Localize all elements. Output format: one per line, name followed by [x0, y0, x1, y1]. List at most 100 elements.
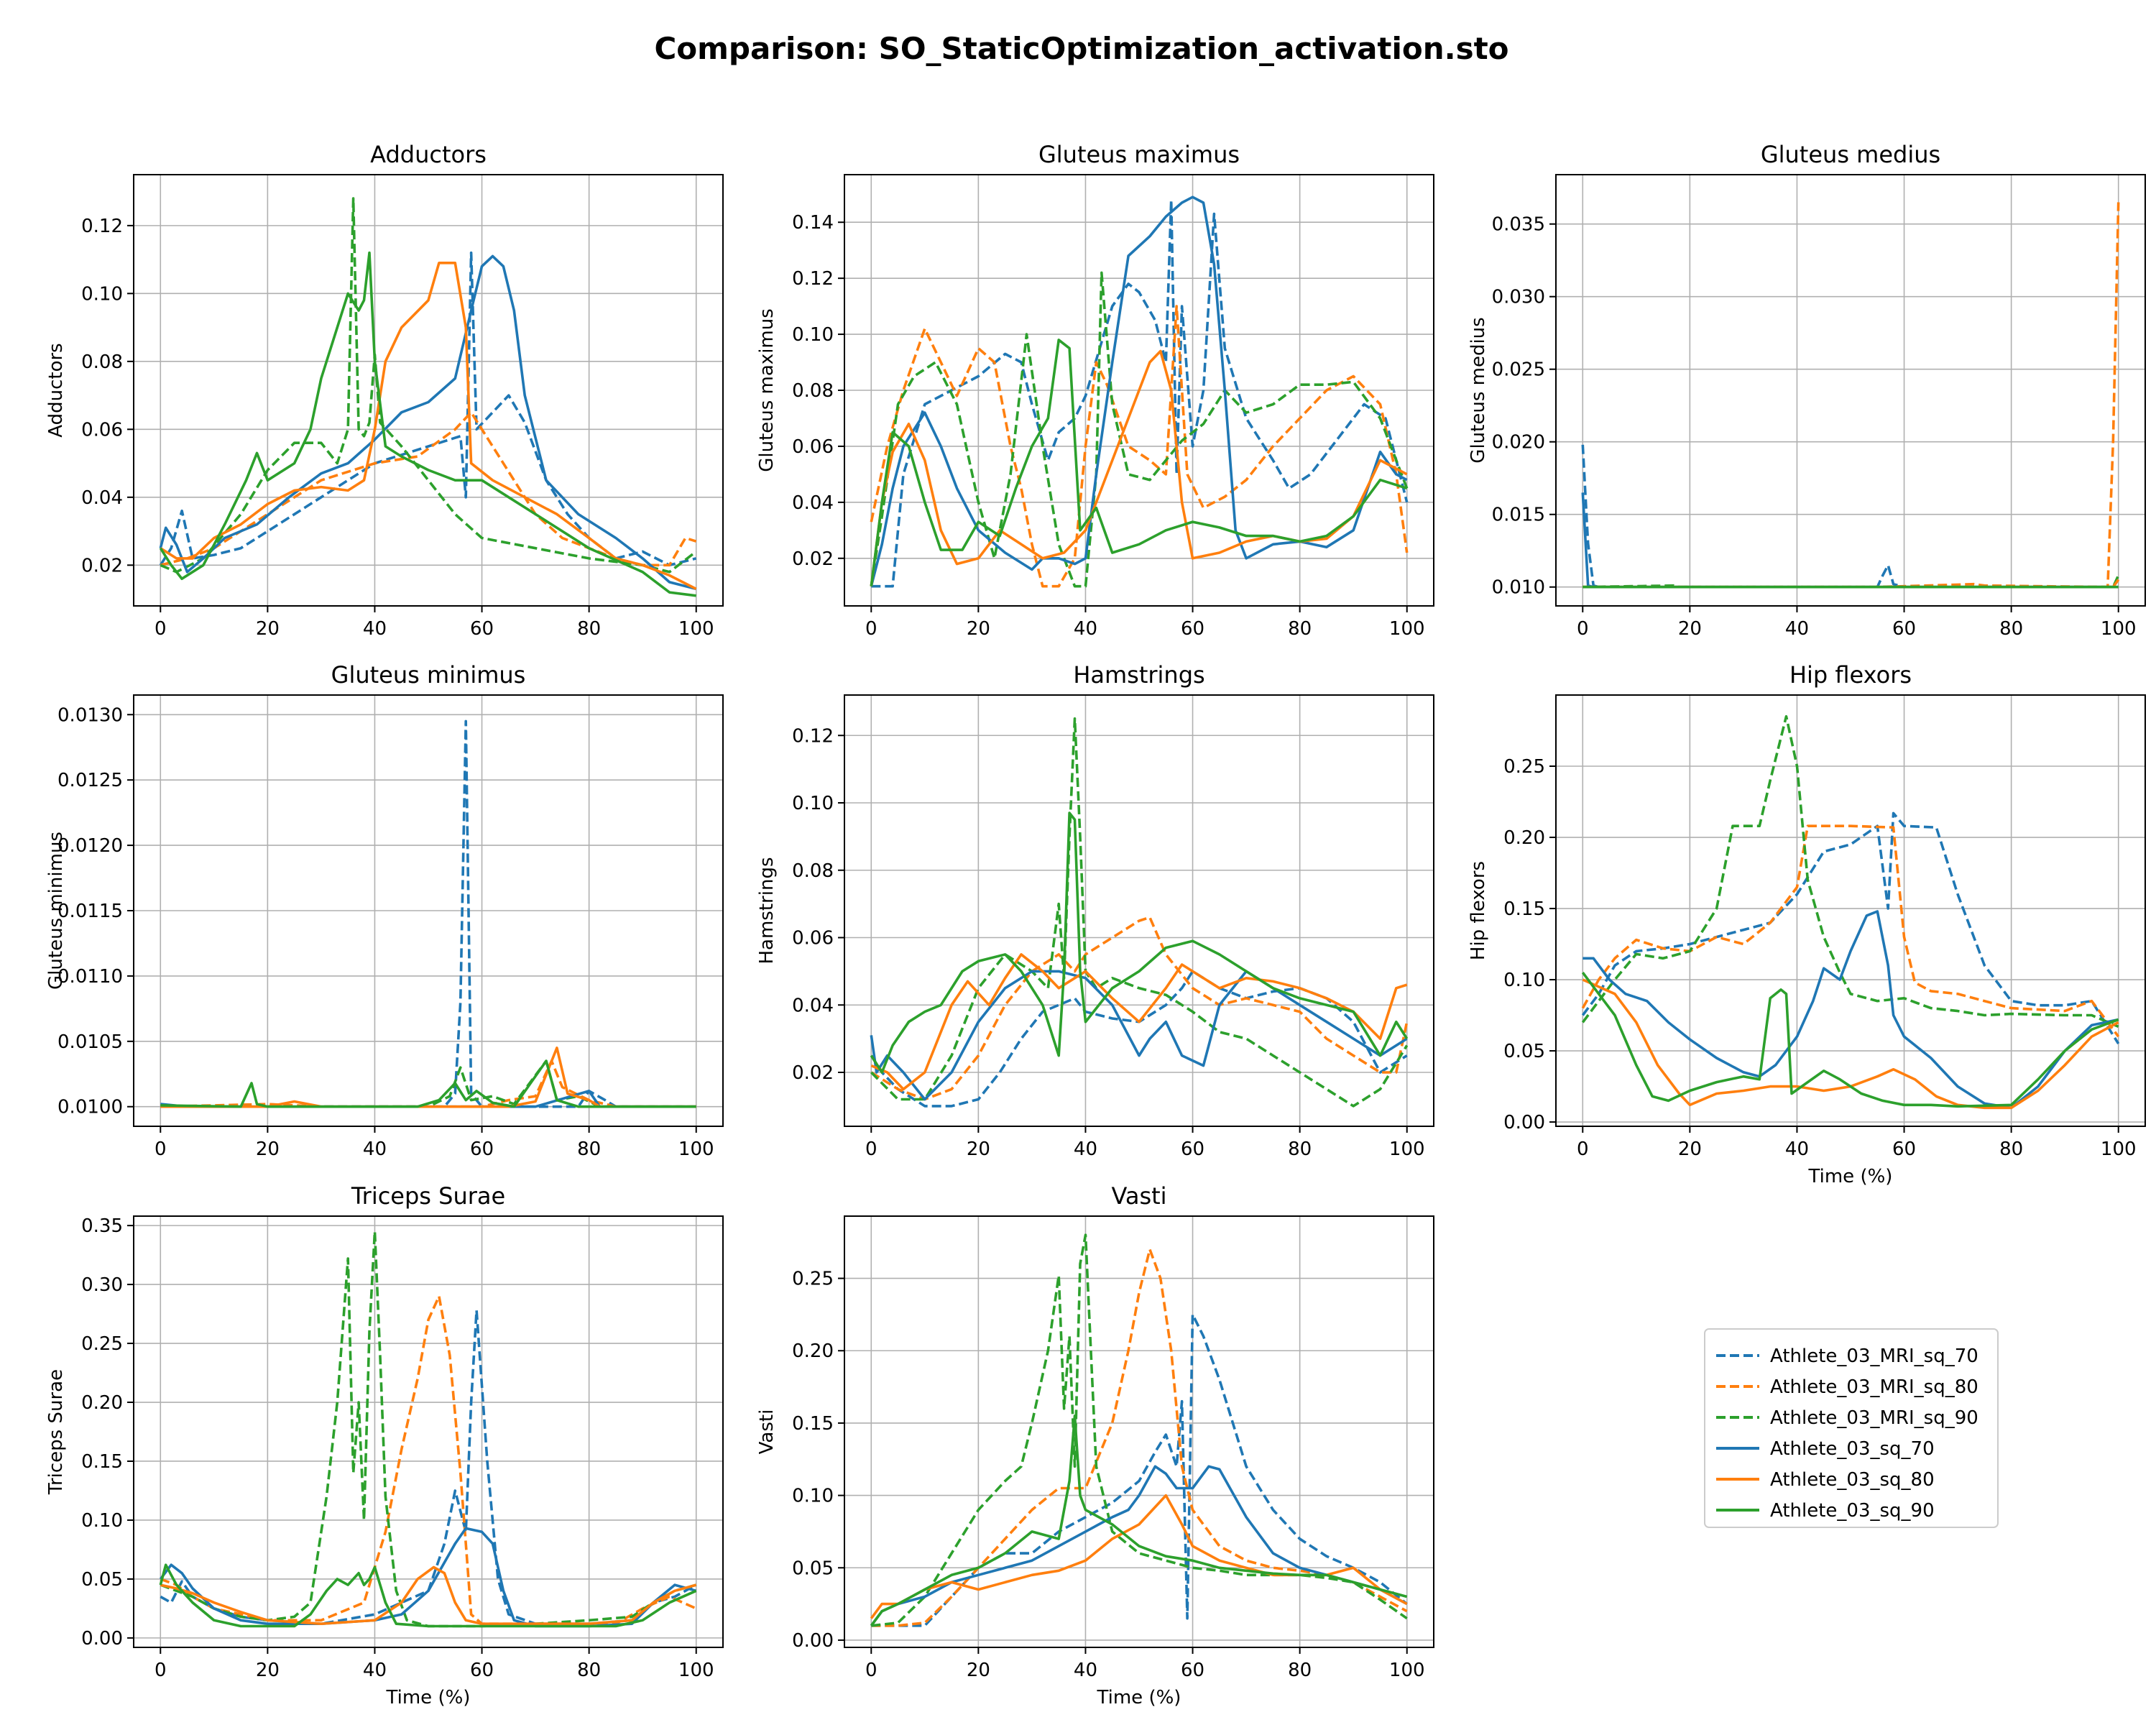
- x-tick-label: 80: [1999, 1138, 2023, 1160]
- x-tick-label: 40: [363, 1138, 387, 1160]
- y-tick-label: 0.15: [792, 1413, 834, 1435]
- series-line-Athlete_03_sq_90: [159, 1563, 697, 1628]
- y-tick-label: 0.06: [792, 928, 834, 949]
- plot-frame: [1555, 694, 2146, 1127]
- y-tick-label: 0.20: [81, 1392, 123, 1414]
- x-tick-label: 100: [1389, 618, 1425, 640]
- x-tick-label: 100: [2101, 1138, 2137, 1160]
- x-tick-label: 0: [865, 1660, 877, 1681]
- y-tick-label: 0.10: [792, 324, 834, 346]
- series-line-Athlete_03_sq_90: [870, 1414, 1408, 1627]
- y-tick-label: 0.04: [792, 995, 834, 1016]
- series-line-Athlete_03_sq_70: [159, 254, 697, 591]
- y-tick-label: 0.06: [792, 436, 834, 458]
- x-tick-label: 100: [678, 1660, 714, 1681]
- series-line-Athlete_03_sq_70: [870, 1465, 1408, 1627]
- series-line-Athlete_03_sq_70: [870, 196, 1408, 587]
- y-tick-label: 0.0110: [57, 966, 123, 988]
- figure-title: Comparison: SO_StaticOptimization_activa…: [654, 31, 1508, 66]
- subplot-title: Triceps Surae: [351, 1182, 505, 1210]
- x-tick-label: 40: [1785, 618, 1809, 640]
- y-tick-label: 0.010: [1492, 577, 1545, 599]
- x-tick-label: 0: [1577, 618, 1589, 640]
- x-tick-label: 40: [1074, 1138, 1097, 1160]
- legend: Athlete_03_MRI_sq_70 Athlete_03_MRI_sq_80…: [1704, 1328, 1999, 1528]
- y-axis-label: Gluteus maximus: [756, 308, 778, 472]
- subplot-title: Gluteus medius: [1761, 141, 1940, 168]
- legend-label: Athlete_03_sq_90: [1770, 1500, 1935, 1522]
- x-tick-label: 20: [256, 1660, 280, 1681]
- y-tick-label: 0.06: [81, 419, 123, 441]
- y-tick-label: 0.025: [1492, 359, 1545, 381]
- y-tick-label: 0.0115: [57, 901, 123, 922]
- series-group: [159, 1230, 697, 1628]
- series-line-Athlete_03_sq_90: [160, 1059, 696, 1108]
- x-tick-label: 0: [155, 1138, 167, 1160]
- series-line-Athlete_03_MRI_sq_80: [870, 916, 1409, 1101]
- y-tick-label: 0.05: [792, 1558, 834, 1579]
- plot-frame: [133, 694, 724, 1127]
- y-axis-label: Vasti: [756, 1409, 778, 1455]
- x-tick-label: 40: [1074, 618, 1097, 640]
- series-group: [870, 717, 1409, 1108]
- y-tick-label: 0.02: [792, 548, 834, 570]
- series-line-Athlete_03_sq_90: [870, 339, 1408, 586]
- legend-label: Athlete_03_MRI_sq_90: [1770, 1407, 1978, 1429]
- x-tick-label: 60: [1892, 1138, 1916, 1160]
- y-tick-label: 0.030: [1492, 287, 1545, 308]
- y-tick-label: 0.25: [1503, 756, 1545, 778]
- series-line-Athlete_03_sq_80: [160, 262, 697, 591]
- y-tick-label: 0.12: [792, 725, 834, 747]
- legend-label: Athlete_03_sq_70: [1770, 1438, 1935, 1460]
- legend-label: Athlete_03_MRI_sq_70: [1770, 1346, 1978, 1367]
- subplot-title: Gluteus minimus: [331, 661, 526, 689]
- subplot-3: 0 20 40 60 80 100 0.0100 0.0105 0.0110 0.0115 0.01…: [45, 661, 724, 1160]
- x-tick-label: 20: [256, 1138, 280, 1160]
- y-tick-label: 0.04: [792, 492, 834, 514]
- x-tick-label: 60: [470, 618, 494, 640]
- y-tick-label: 0.08: [792, 860, 834, 882]
- x-tick-label: 80: [577, 1138, 601, 1160]
- x-tick-label: 80: [577, 618, 601, 640]
- x-tick-label: 80: [1288, 618, 1312, 640]
- y-tick-label: 0.00: [1503, 1112, 1545, 1133]
- x-tick-label: 80: [1999, 618, 2023, 640]
- y-tick-label: 0.035: [1492, 214, 1545, 236]
- y-tick-label: 0.08: [81, 351, 123, 373]
- y-tick-label: 0.0100: [57, 1097, 123, 1118]
- series-line-Athlete_03_MRI_sq_90: [870, 271, 1409, 588]
- series-line-Athlete_03_MRI_sq_90: [1581, 714, 2119, 1029]
- x-tick-label: 100: [1389, 1660, 1425, 1681]
- y-axis-label: Gluteus minimus: [45, 832, 67, 990]
- subplot-1: 0 20 40 60 80 100 0.02 0.04 0.06 0.08 0.10 0.12 0.14…: [756, 141, 1434, 640]
- y-tick-label: 0.02: [81, 555, 123, 576]
- x-tick-label: 60: [1892, 618, 1916, 640]
- series-line-Athlete_03_sq_80: [1582, 978, 2119, 1110]
- y-tick-label: 0.10: [81, 1510, 123, 1532]
- y-tick-label: 0.15: [81, 1451, 123, 1473]
- x-tick-label: 20: [1678, 618, 1702, 640]
- subplot-title: Adductors: [370, 141, 487, 168]
- subplot-5: 0 20 40 60 80 100 0.00 0.05 0.10 0.15 0.20 0.25 Hip …: [1468, 661, 2146, 1187]
- plot-frame: [133, 174, 724, 607]
- subplot-6: 0 20 40 60 80 100 0.00 0.05 0.10 0.15 0.20 0.25 0.30…: [45, 1182, 724, 1708]
- y-axis-label: Gluteus medius: [1468, 317, 1489, 463]
- series-line-Athlete_03_MRI_sq_90: [160, 197, 697, 574]
- y-tick-label: 0.12: [81, 216, 123, 237]
- x-tick-label: 0: [155, 1660, 167, 1681]
- subplot-title: Gluteus maximus: [1038, 141, 1240, 168]
- x-tick-label: 80: [1288, 1660, 1312, 1681]
- y-tick-label: 0.04: [81, 487, 123, 509]
- series-line-Athlete_03_sq_80: [160, 1046, 696, 1108]
- x-tick-label: 20: [967, 1660, 990, 1681]
- x-tick-label: 100: [678, 618, 714, 640]
- series-line-Athlete_03_MRI_sq_70: [871, 198, 1409, 588]
- legend-label: Athlete_03_MRI_sq_80: [1770, 1376, 1978, 1398]
- x-tick-label: 100: [2101, 618, 2137, 640]
- subplot-4: 0 20 40 60 80 100 0.02 0.04 0.06 0.08 0.10 0.12 Hams…: [756, 661, 1434, 1160]
- series-line-Athlete_03_MRI_sq_80: [1581, 824, 2120, 1038]
- legend-label: Athlete_03_sq_80: [1770, 1469, 1935, 1491]
- plot-frame: [133, 1215, 724, 1648]
- series-group: [159, 197, 697, 597]
